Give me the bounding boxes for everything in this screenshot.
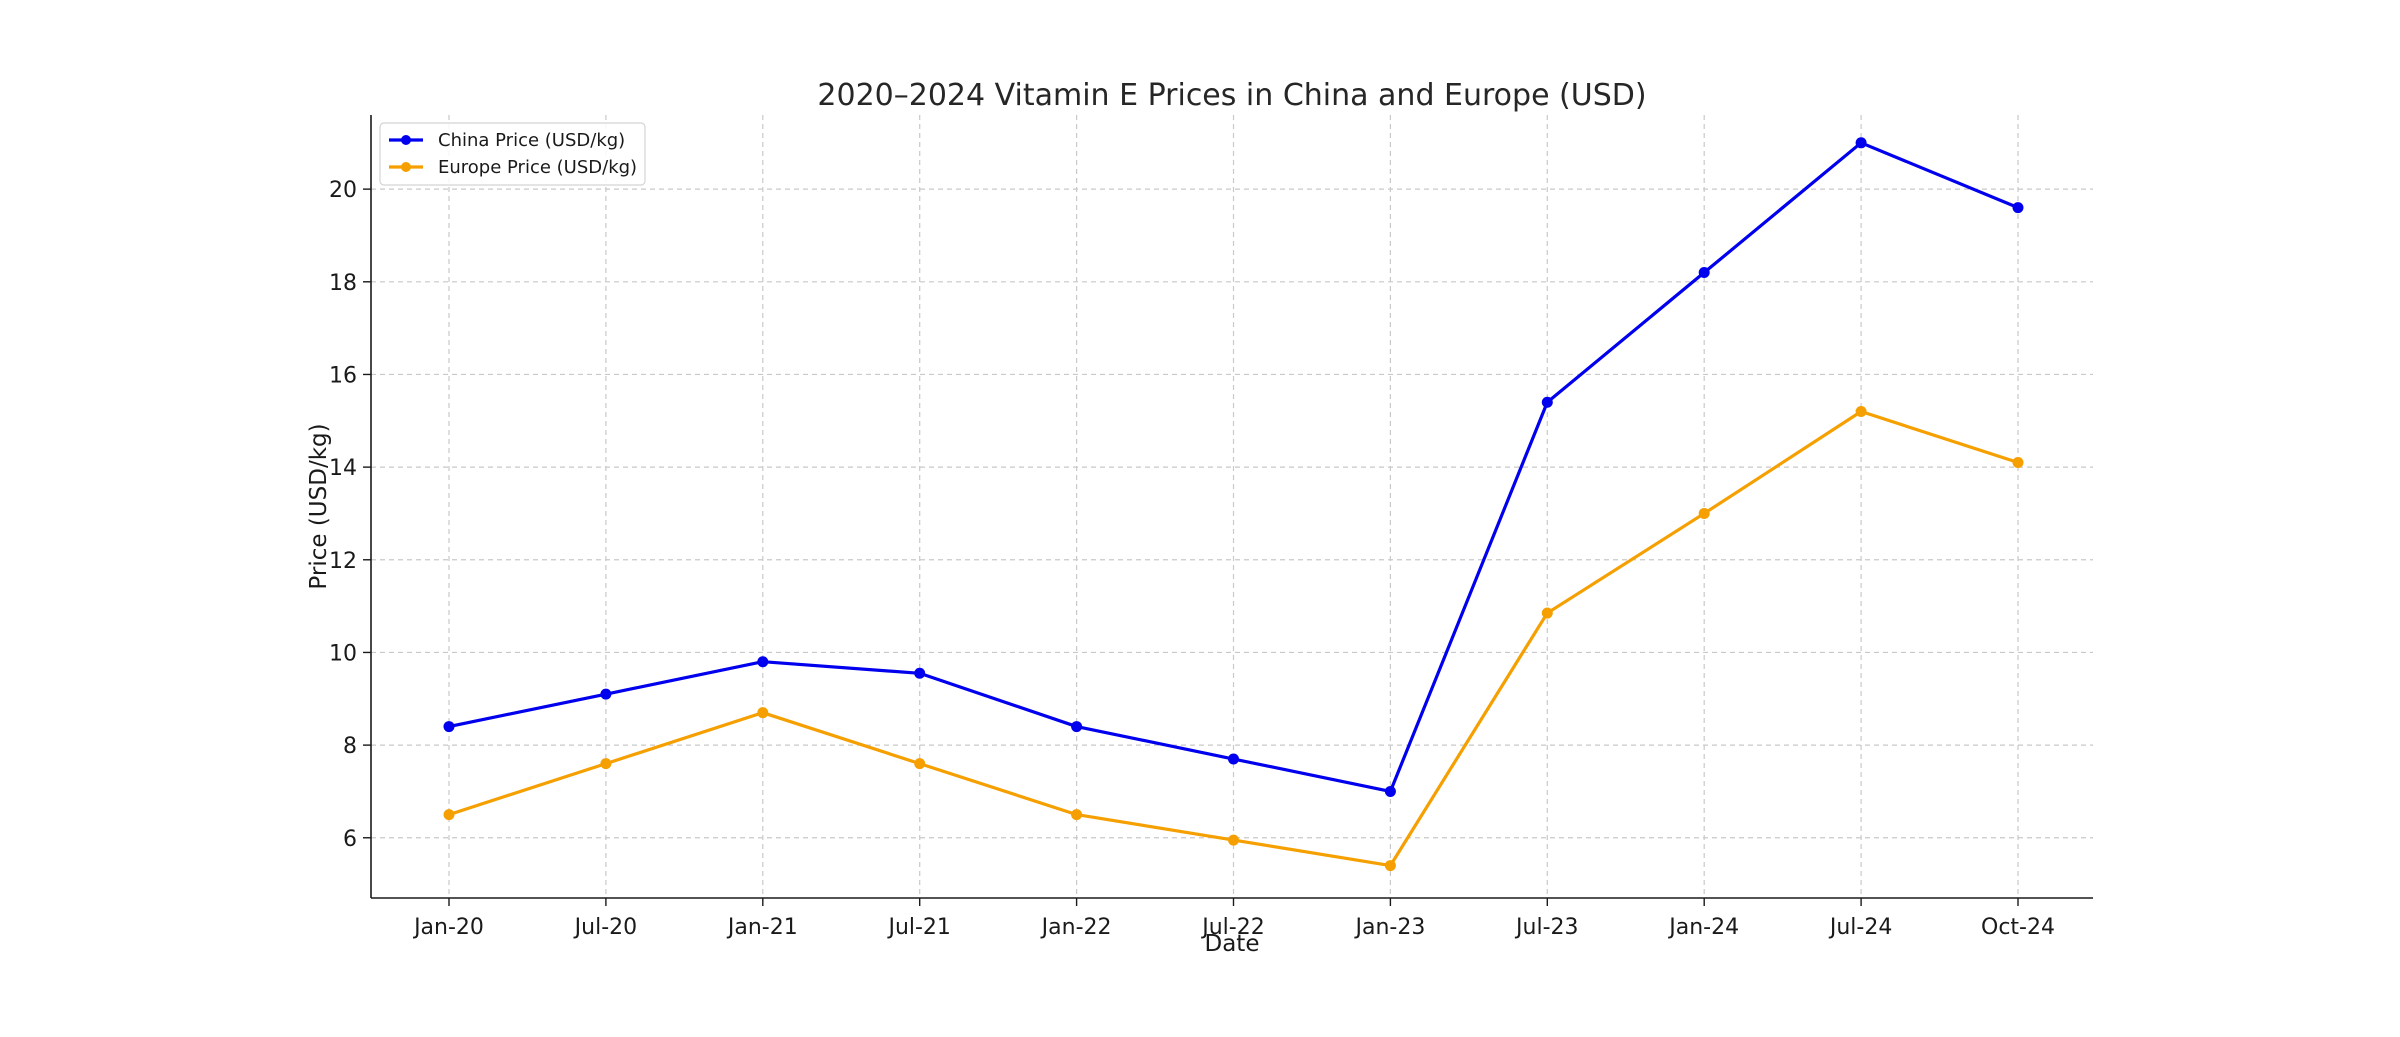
data-point	[2012, 456, 2024, 468]
x-tick-label: Jan-22	[1040, 915, 1112, 940]
y-tick-label: 6	[343, 827, 357, 852]
legend-items: China Price (USD/kg) Europe Price (USD/kg…	[389, 130, 637, 178]
x-axis-label: Date	[1205, 931, 1260, 957]
y-tick-label: 12	[329, 549, 357, 574]
legend-label: China Price (USD/kg)	[438, 130, 625, 151]
x-tick-label: Jan-20	[412, 915, 484, 940]
data-point	[1855, 406, 1867, 418]
data-point	[1384, 785, 1396, 797]
data-point	[914, 758, 926, 770]
data-point	[757, 656, 769, 668]
data-point	[757, 707, 769, 719]
data-point	[1855, 137, 1867, 149]
x-tick-label: Jan-23	[1353, 915, 1425, 940]
data-point	[2012, 202, 2024, 214]
legend-label: Europe Price (USD/kg)	[438, 157, 637, 178]
data-point	[443, 809, 455, 821]
data-point	[1228, 753, 1239, 765]
y-tick-label: 16	[329, 363, 357, 388]
series-europe	[443, 406, 2024, 872]
y-tick-label: 14	[329, 456, 357, 481]
data-point	[1541, 607, 1553, 619]
x-tick-label: Jul-24	[1828, 915, 1892, 940]
data-point	[600, 758, 612, 770]
data-point	[1698, 507, 1710, 519]
data-point	[1698, 267, 1710, 279]
axes	[370, 115, 2093, 899]
x-tick-label: Jan-24	[1667, 915, 1739, 940]
x-tick-label: Oct-24	[1981, 915, 2055, 940]
y-axis-label: Price (USD/kg)	[306, 423, 332, 589]
data-point	[1541, 396, 1553, 408]
data-point	[1384, 860, 1396, 872]
x-tick-label: Jul-22	[1200, 915, 1264, 940]
grid	[371, 115, 2093, 898]
y-tick-label: 8	[343, 734, 357, 759]
x-tick-label: Jul-20	[573, 915, 637, 940]
y-tick-label: 18	[329, 271, 357, 296]
legend-box	[379, 122, 646, 186]
chart-title: 2020–2024 Vitamin E Prices in China and …	[817, 78, 1646, 113]
legend: China Price (USD/kg) Europe Price (USD/kg…	[379, 122, 646, 186]
data-point	[600, 688, 612, 700]
data-point	[443, 721, 455, 733]
data-point	[914, 667, 926, 679]
data-point	[1071, 721, 1083, 733]
legend-marker	[401, 135, 411, 145]
x-tick-label: Jul-21	[886, 915, 950, 940]
legend-marker	[401, 162, 411, 172]
x-tick-label: Jul-23	[1514, 915, 1578, 940]
series	[443, 137, 2024, 872]
data-point	[1071, 809, 1083, 821]
series-china	[443, 137, 2024, 797]
ticks: Jan-20 Jul-20 Jan-21 Jul-21 Jan-22 Jul-22 Jan-…	[329, 178, 2055, 940]
y-tick-label: 20	[329, 178, 357, 203]
y-tick-label: 10	[329, 641, 357, 666]
data-point	[1228, 834, 1239, 846]
x-tick-label: Jan-21	[726, 915, 798, 940]
